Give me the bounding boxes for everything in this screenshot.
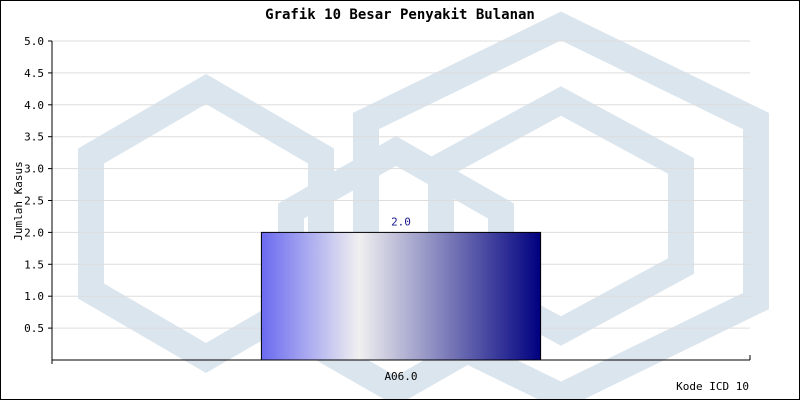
watermark-logo (78, 11, 769, 399)
chart-title: Grafik 10 Besar Penyakit Bulanan (265, 7, 535, 23)
y-tick-label: 2.0 (24, 226, 44, 239)
x-tick-label: A06.0 (384, 370, 417, 383)
axes (48, 40, 751, 364)
y-tick-labels: 0.5 1.0 1.5 2.0 2.5 3.0 3.5 4.0 4.5 5.0 (24, 35, 44, 335)
y-tick-label: 5.0 (24, 35, 44, 48)
y-tick-label: 3.0 (24, 163, 44, 176)
y-tick-label: 0.5 (24, 322, 44, 335)
y-tick-label: 1.5 (24, 258, 44, 271)
y-tick-label: 4.0 (24, 99, 44, 112)
x-axis-label: Kode ICD 10 (676, 380, 749, 393)
y-tick-label: 2.5 (24, 195, 44, 208)
data-label: 2.0 (391, 215, 411, 228)
bars: 2.0 (260, 215, 542, 361)
x-tick-labels: A06.0 (384, 370, 417, 383)
watermark-hexagon-inner (428, 86, 694, 346)
y-axis-label: Jumlah Kasus (12, 161, 25, 240)
bar (260, 231, 542, 361)
watermark-hexagon-right (353, 11, 769, 399)
y-tick-label: 1.0 (24, 290, 44, 303)
watermark-hexagon-center (278, 136, 514, 399)
y-tick-label: 4.5 (24, 67, 44, 80)
watermark-hexagon-left (78, 73, 334, 374)
y-tick-label: 3.5 (24, 131, 44, 144)
